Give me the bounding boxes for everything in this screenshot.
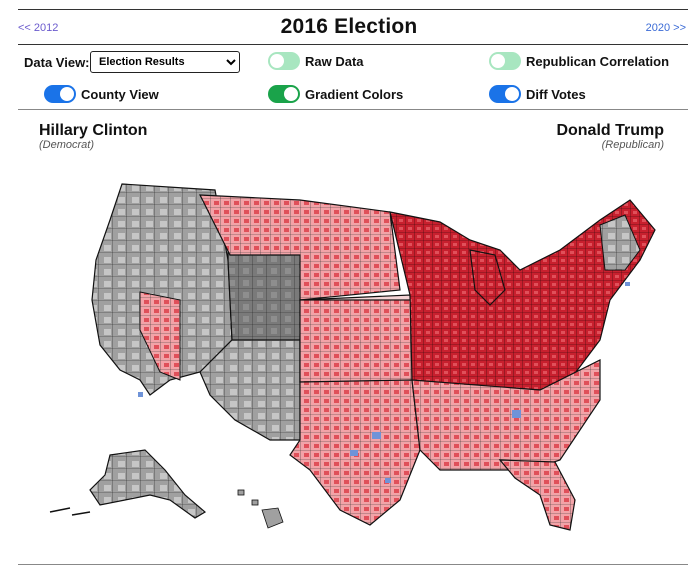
data-view-select[interactable]: Election Results (90, 51, 240, 73)
democrat-party: (Democrat) (39, 139, 95, 151)
toggle-knob (60, 87, 74, 101)
gradient-colors-toggle[interactable] (268, 85, 300, 103)
us-county-map[interactable] (0, 160, 698, 540)
republican-party: (Republican) (601, 139, 664, 151)
democrat-name: Hillary Clinton (39, 122, 148, 139)
republican-correlation-label: Republican Correlation (526, 54, 670, 69)
data-view-label: Data View: (24, 55, 90, 70)
bottom-divider (18, 564, 688, 565)
toggle-knob (284, 87, 298, 101)
toggle-knob (505, 87, 519, 101)
map-east (389, 199, 656, 531)
gradient-colors-label: Gradient Colors (305, 87, 404, 102)
controls-divider (18, 109, 688, 110)
county-view-label: County View (81, 87, 159, 102)
toggle-knob (270, 54, 284, 68)
next-election-link[interactable]: 2020 >> (645, 22, 686, 34)
raw-data-label: Raw Data (305, 54, 364, 69)
diff-votes-toggle[interactable] (489, 85, 521, 103)
diff-votes-label: Diff Votes (526, 87, 586, 102)
title-divider (18, 44, 688, 45)
hawaii (237, 489, 284, 529)
democrat-counties (138, 282, 630, 483)
republican-name: Donald Trump (556, 122, 664, 139)
previous-election-link[interactable]: << 2012 (18, 22, 59, 34)
page-title: 2016 Election (280, 15, 418, 38)
toggle-knob (491, 54, 505, 68)
county-view-toggle[interactable] (44, 85, 76, 103)
alaska (49, 449, 207, 519)
top-divider (18, 9, 688, 10)
raw-data-toggle[interactable] (268, 52, 300, 70)
republican-correlation-toggle[interactable] (489, 52, 521, 70)
